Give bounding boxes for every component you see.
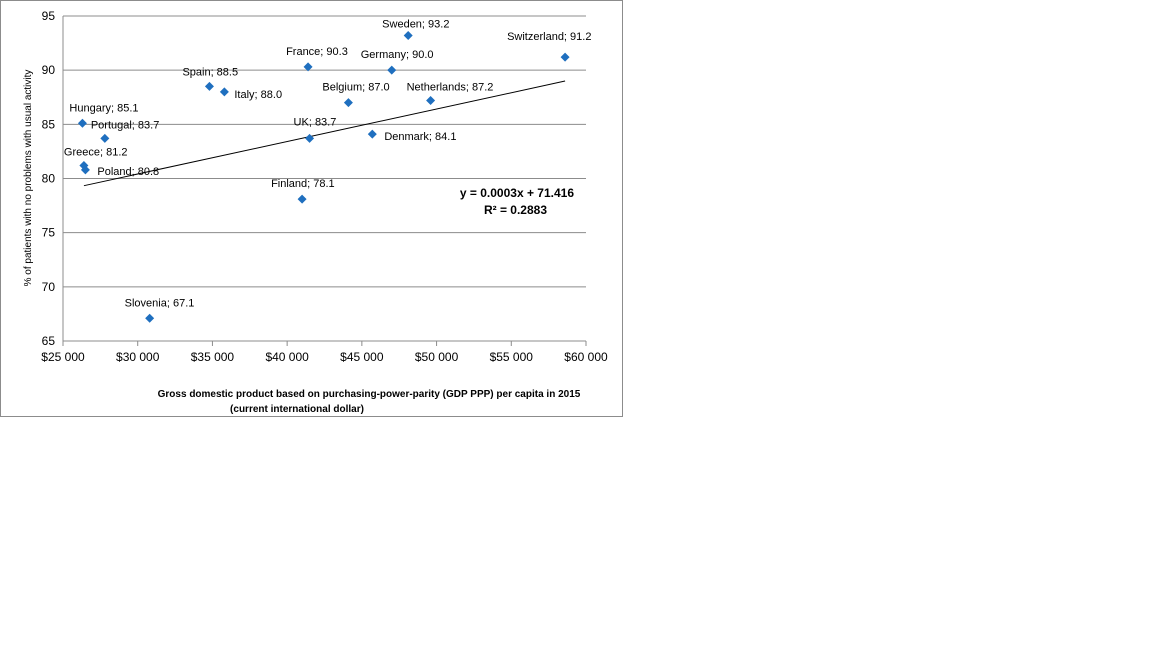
data-label: Portugal; 83.7 <box>91 119 160 131</box>
data-points <box>77 31 570 323</box>
data-label: Belgium; 87.0 <box>322 82 389 94</box>
x-tick-label: $35 000 <box>191 350 235 364</box>
data-point <box>387 65 397 75</box>
y-tick-label: 70 <box>42 280 56 294</box>
data-label: Hungary; 85.1 <box>69 102 138 114</box>
point-labels: Sweden; 93.2 Switzerland; 91.2 France; 90.… <box>64 19 592 310</box>
data-point <box>80 165 90 175</box>
data-point <box>560 52 570 62</box>
axes <box>62 16 587 346</box>
data-point <box>204 81 214 91</box>
data-label: Spain; 88.5 <box>182 66 238 78</box>
x-axis-label-line2: (current international dollar) <box>230 404 364 415</box>
grid-lines <box>63 15 586 288</box>
trendline-line <box>83 80 566 187</box>
x-tick-label: $40 000 <box>265 350 309 364</box>
trendline-equation: y = 0.0003x + 71.416 <box>460 186 574 200</box>
data-point <box>343 98 353 108</box>
data-label: Germany; 90.0 <box>361 49 434 61</box>
trendline <box>83 80 566 187</box>
data-label: Netherlands; 87.2 <box>407 82 494 94</box>
chart-frame: Sweden; 93.2 Switzerland; 91.2 France; 90.… <box>0 0 623 417</box>
y-tick-label: 90 <box>42 63 56 77</box>
data-label: France; 90.3 <box>286 46 348 58</box>
y-tick-label: 85 <box>42 117 56 131</box>
data-label: Denmark; 84.1 <box>384 131 456 143</box>
y-axis-label: % of patients with no problems with usua… <box>23 70 34 287</box>
x-tick-label: $45 000 <box>340 350 384 364</box>
x-tick-label: $50 000 <box>415 350 459 364</box>
data-point <box>367 129 377 139</box>
data-point <box>100 133 110 143</box>
data-point <box>77 118 87 128</box>
y-tick-label: 75 <box>42 226 56 240</box>
y-tick-label: 65 <box>42 334 56 348</box>
data-point <box>297 194 307 204</box>
data-point <box>305 133 315 143</box>
data-point <box>219 87 229 97</box>
data-label: Italy; 88.0 <box>234 89 282 101</box>
tick-labels: 65 70 75 80 85 90 95 $25 000 $30 000 $35 000 $40 0… <box>41 9 608 364</box>
data-label: UK; 83.7 <box>294 116 337 128</box>
data-label: Sweden; 93.2 <box>382 19 449 31</box>
x-tick-label: $60 000 <box>564 350 608 364</box>
data-point <box>145 313 155 323</box>
x-tick-label: $55 000 <box>490 350 534 364</box>
data-point <box>426 96 436 105</box>
x-tick-label: $25 000 <box>41 350 85 364</box>
y-tick-label: 95 <box>42 9 56 23</box>
trendline-r-squared: R² = 0.2883 <box>484 203 547 217</box>
x-tick-label: $30 000 <box>116 350 160 364</box>
data-label: Poland; 80.8 <box>97 166 159 178</box>
x-axis-label-line1: Gross domestic product based on purchasi… <box>158 389 581 400</box>
data-point <box>403 31 413 40</box>
data-label: Slovenia; 67.1 <box>125 297 195 309</box>
data-label: Greece; 81.2 <box>64 147 128 159</box>
y-tick-label: 80 <box>42 172 56 186</box>
data-label: Finland; 78.1 <box>271 178 335 190</box>
data-label: Switzerland; 91.2 <box>507 31 591 43</box>
scatter-chart: Sweden; 93.2 Switzerland; 91.2 France; 90.… <box>23 9 608 415</box>
